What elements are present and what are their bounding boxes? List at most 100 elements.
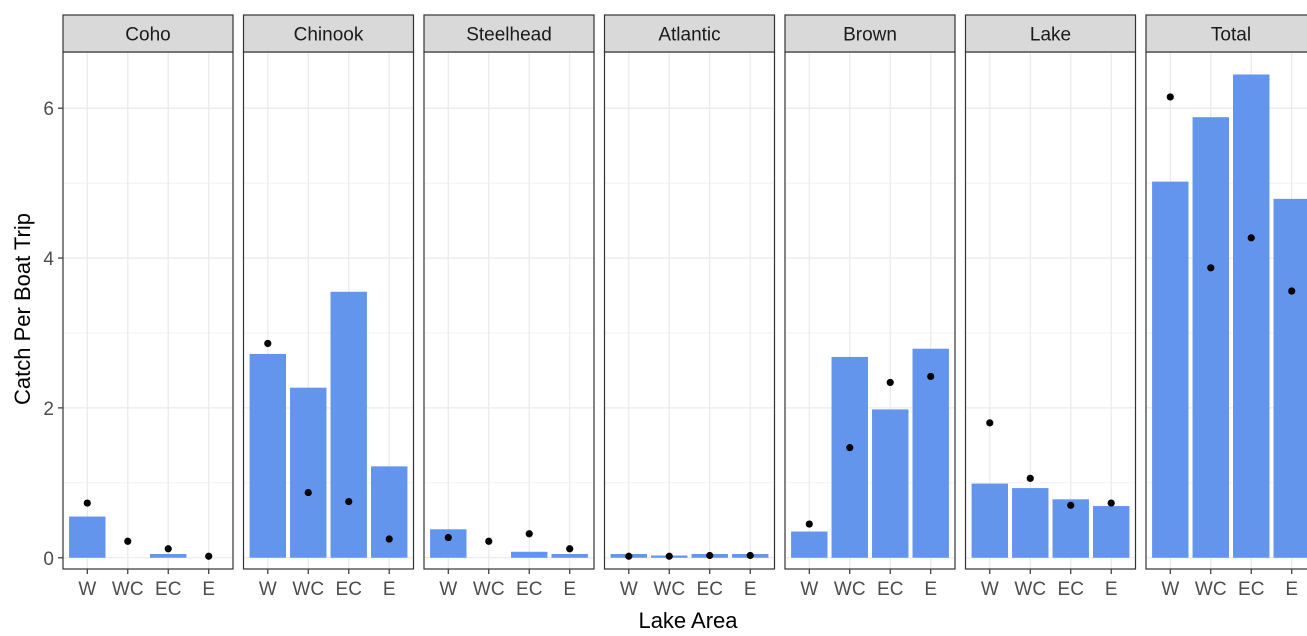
point-atlantic-ec xyxy=(706,552,713,559)
point-total-wc xyxy=(1207,264,1214,271)
bar-total-wc xyxy=(1193,117,1229,558)
facet-panel-atlantic: Atlantic W WC EC E xyxy=(605,15,775,600)
bar-total-e xyxy=(1274,199,1307,558)
bar-chinook-w xyxy=(250,354,286,558)
x-tick-label: W xyxy=(1161,579,1179,600)
bar-coho-ec xyxy=(150,554,186,558)
x-tick-label: EC xyxy=(336,579,362,600)
point-steelhead-w xyxy=(445,534,452,541)
point-brown-wc xyxy=(846,444,853,451)
point-coho-e xyxy=(205,553,212,560)
bar-brown-w xyxy=(791,532,827,558)
facet-strip-label: Lake xyxy=(1030,25,1071,46)
x-tick-label: W xyxy=(78,579,96,600)
point-coho-ec xyxy=(165,545,172,552)
x-tick-label: E xyxy=(1105,579,1118,600)
point-brown-e xyxy=(927,373,934,380)
point-total-e xyxy=(1288,287,1295,294)
x-tick-label: W xyxy=(439,579,457,600)
bar-brown-wc xyxy=(832,357,868,558)
x-tick-label: WC xyxy=(834,579,866,600)
bar-chinook-e xyxy=(371,466,407,557)
panel-background xyxy=(63,52,233,569)
x-tick-label: WC xyxy=(112,579,144,600)
point-atlantic-w xyxy=(625,553,632,560)
facet-strip-label: Total xyxy=(1211,25,1251,46)
point-chinook-e xyxy=(386,535,393,542)
facet-strip-label: Coho xyxy=(125,25,170,46)
point-total-w xyxy=(1167,93,1174,100)
x-tick-label: WC xyxy=(292,579,324,600)
y-axis-title: Catch Per Boat Trip xyxy=(10,213,35,405)
y-tick-label: 2 xyxy=(43,399,54,420)
x-tick-label: EC xyxy=(155,579,181,600)
bar-chinook-ec xyxy=(331,292,367,558)
facet-panel-brown: Brown W WC EC E xyxy=(785,15,955,600)
facet-panel-coho: Coho W WC EC E xyxy=(63,15,233,600)
point-atlantic-e xyxy=(747,552,754,559)
facet-panel-steelhead: Steelhead W WC EC E xyxy=(424,15,594,600)
bar-coho-w xyxy=(69,517,105,558)
x-tick-label: E xyxy=(563,579,576,600)
point-lake-e xyxy=(1108,499,1115,506)
bar-steelhead-w xyxy=(430,529,466,557)
x-tick-label: EC xyxy=(1238,579,1264,600)
bar-steelhead-ec xyxy=(511,552,547,558)
point-brown-ec xyxy=(887,379,894,386)
facet-strip-label: Atlantic xyxy=(658,25,720,46)
bar-lake-w xyxy=(972,484,1008,558)
bar-chinook-wc xyxy=(290,388,326,558)
point-coho-w xyxy=(84,499,91,506)
x-tick-label: W xyxy=(981,579,999,600)
point-lake-w xyxy=(986,419,993,426)
x-tick-label: WC xyxy=(1014,579,1046,600)
point-steelhead-ec xyxy=(526,530,533,537)
x-tick-label: WC xyxy=(473,579,505,600)
facet-panel-lake: Lake W WC EC E xyxy=(966,15,1136,600)
y-tick-label: 6 xyxy=(43,99,54,120)
bar-lake-wc xyxy=(1012,488,1048,558)
point-chinook-ec xyxy=(345,498,352,505)
facet-strip-label: Brown xyxy=(843,25,897,46)
bar-total-w xyxy=(1152,182,1188,558)
x-tick-label: EC xyxy=(877,579,903,600)
x-tick-label: E xyxy=(924,579,937,600)
x-axis-title: Lake Area xyxy=(638,608,738,631)
point-chinook-wc xyxy=(305,489,312,496)
facet-strip-label: Steelhead xyxy=(466,25,552,46)
y-tick-label: 0 xyxy=(43,549,54,570)
bar-steelhead-e xyxy=(552,554,588,558)
x-tick-label: EC xyxy=(697,579,723,600)
point-steelhead-e xyxy=(566,545,573,552)
point-atlantic-wc xyxy=(666,553,673,560)
x-tick-label: EC xyxy=(1058,579,1084,600)
x-tick-label: WC xyxy=(653,579,685,600)
x-tick-label: E xyxy=(383,579,396,600)
panel-background xyxy=(605,52,775,569)
x-tick-label: W xyxy=(620,579,638,600)
x-tick-label: E xyxy=(202,579,215,600)
point-steelhead-wc xyxy=(485,538,492,545)
y-tick-label: 4 xyxy=(43,249,54,270)
point-lake-ec xyxy=(1067,502,1074,509)
bar-brown-e xyxy=(913,349,949,558)
point-total-ec xyxy=(1248,234,1255,241)
point-coho-wc xyxy=(124,538,131,545)
x-tick-label: W xyxy=(800,579,818,600)
bar-lake-e xyxy=(1093,506,1129,558)
facet-strip-label: Chinook xyxy=(294,25,364,46)
point-brown-w xyxy=(806,520,813,527)
point-chinook-w xyxy=(264,340,271,347)
point-lake-wc xyxy=(1027,475,1034,482)
panel-background xyxy=(424,52,594,569)
x-tick-label: E xyxy=(744,579,757,600)
y-axis: 0 2 4 6 xyxy=(43,99,63,570)
bar-total-ec xyxy=(1233,74,1269,557)
bar-brown-ec xyxy=(872,409,908,557)
x-tick-label: EC xyxy=(516,579,542,600)
